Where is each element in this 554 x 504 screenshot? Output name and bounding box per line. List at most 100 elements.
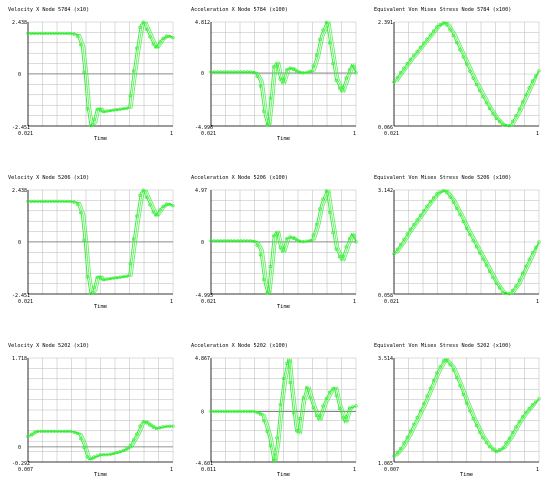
data-point xyxy=(281,376,286,381)
data-point xyxy=(484,263,488,267)
data-point xyxy=(265,291,269,295)
data-point xyxy=(304,70,309,74)
data-point xyxy=(398,242,403,247)
chart-panel: Equivalent Von Mises Stress Node 5784 (x… xyxy=(374,7,541,137)
data-point xyxy=(248,409,253,414)
data-point xyxy=(121,106,126,111)
data-point xyxy=(278,402,282,407)
data-point xyxy=(235,239,240,243)
data-point xyxy=(232,409,236,414)
y-max-label: 3.514 xyxy=(378,356,393,362)
data-point xyxy=(487,445,492,449)
data-point xyxy=(334,247,338,251)
data-point xyxy=(29,432,33,436)
data-point xyxy=(458,384,462,388)
data-point xyxy=(324,20,328,24)
data-point xyxy=(428,386,432,390)
data-point xyxy=(148,35,152,39)
series-line xyxy=(395,21,540,127)
data-point xyxy=(98,453,103,457)
chart-panel: Velocity X Node 5206 (x10) 2.438 -2.451 0 0.… xyxy=(8,175,175,310)
data-point xyxy=(285,361,289,366)
data-point xyxy=(347,406,351,410)
x-max-label: 1 xyxy=(170,131,173,137)
data-point xyxy=(209,409,213,414)
data-point xyxy=(435,192,439,196)
data-point xyxy=(36,429,40,433)
data-point xyxy=(344,245,348,249)
data-point xyxy=(520,100,525,104)
data-point xyxy=(151,210,155,214)
data-point xyxy=(98,108,103,112)
series-line xyxy=(397,21,540,127)
data-point xyxy=(82,445,86,450)
chart-title: Equivalent Von Mises Stress Node 5206 (x… xyxy=(374,175,511,181)
data-point xyxy=(131,237,136,241)
data-point xyxy=(481,436,485,440)
data-point xyxy=(301,240,305,244)
data-point xyxy=(46,199,50,204)
data-point xyxy=(474,423,478,428)
data-point xyxy=(478,89,482,93)
chart-title: Velocity X Node 5784 (x10) xyxy=(8,7,89,13)
series-line xyxy=(31,189,174,295)
data-point xyxy=(298,416,302,421)
data-point xyxy=(497,120,502,124)
data-point xyxy=(171,204,175,208)
data-point xyxy=(337,255,342,259)
y-max-label: 1.718 xyxy=(12,356,27,362)
data-point xyxy=(138,424,142,428)
data-point xyxy=(258,253,262,257)
data-point xyxy=(351,65,355,69)
data-point xyxy=(131,438,136,442)
data-point xyxy=(271,234,276,238)
series-line xyxy=(211,189,357,295)
data-point xyxy=(225,409,230,414)
data-point xyxy=(62,199,66,204)
data-point xyxy=(108,276,112,281)
y-zero-label: 0 xyxy=(201,71,204,77)
data-point xyxy=(524,264,528,268)
x-min-label: 0.021 xyxy=(384,299,399,305)
data-point xyxy=(215,409,220,414)
data-point xyxy=(507,436,511,440)
data-point xyxy=(168,202,172,207)
data-point xyxy=(337,406,342,411)
data-point xyxy=(145,27,149,32)
data-point xyxy=(32,430,37,434)
data-point xyxy=(161,204,165,209)
data-point xyxy=(458,48,462,52)
x-axis-label: Time xyxy=(94,136,107,142)
data-point xyxy=(478,251,482,255)
data-point xyxy=(464,226,469,231)
data-point xyxy=(324,189,328,193)
data-point xyxy=(112,451,116,455)
data-point xyxy=(530,251,534,255)
data-point xyxy=(331,386,335,391)
data-point xyxy=(65,429,70,433)
data-point xyxy=(125,274,129,278)
chart-panel: Acceleration X Node 5206 (x100) 4.97 -4.99… xyxy=(191,175,358,310)
data-point xyxy=(115,275,119,280)
data-point xyxy=(431,378,436,383)
data-point xyxy=(441,189,445,193)
data-point xyxy=(271,65,276,69)
data-point xyxy=(428,199,432,204)
data-point xyxy=(158,208,162,212)
data-point xyxy=(92,285,96,289)
data-point xyxy=(215,239,220,243)
data-point xyxy=(265,123,269,127)
y-min-label: 1.065 xyxy=(378,461,393,467)
data-point xyxy=(497,448,502,452)
data-point xyxy=(262,109,266,113)
data-point xyxy=(72,32,76,36)
data-point xyxy=(351,405,355,409)
data-point xyxy=(222,70,226,74)
data-point xyxy=(102,278,106,282)
data-point xyxy=(105,109,109,113)
data-point xyxy=(168,34,172,39)
data-point xyxy=(398,446,403,451)
data-point xyxy=(46,429,50,433)
data-point xyxy=(291,236,295,240)
data-point xyxy=(49,31,53,36)
